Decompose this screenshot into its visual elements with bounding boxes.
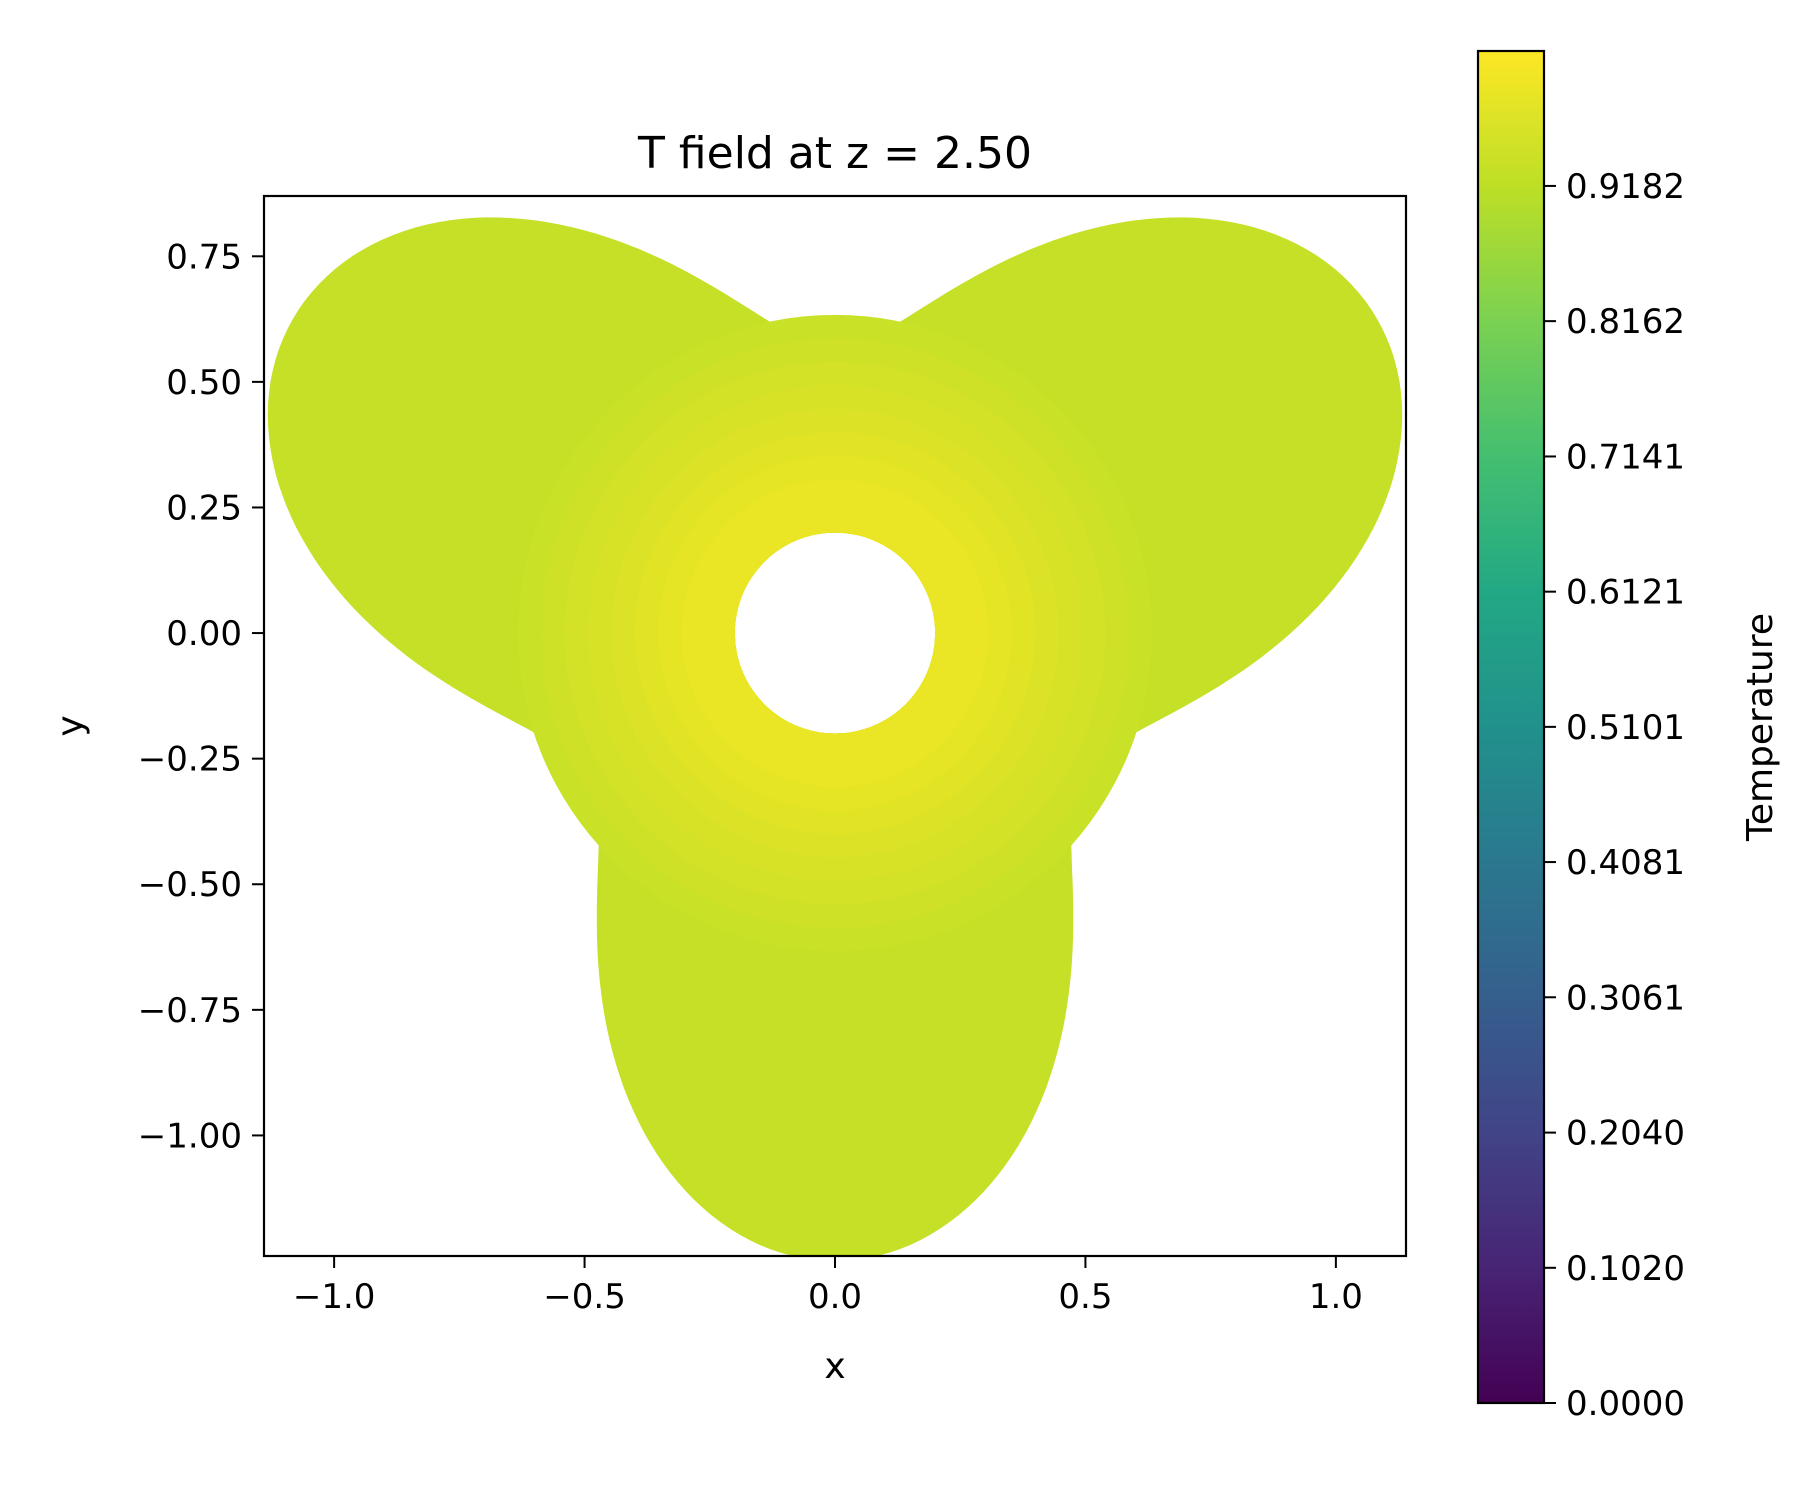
x-axis-ticks: −1.0 −0.5 0.0 0.5 1.0 (293, 1256, 1363, 1317)
colorbar-ticks: 0.0000 0.1020 0.2040 0.3061 0.4081 0.5101 0.61… (1544, 167, 1685, 1424)
colorbar-tick-label: 0.0000 (1566, 1384, 1685, 1424)
y-tick-label: 0.50 (166, 363, 242, 403)
y-tick-label: −1.00 (138, 1116, 242, 1156)
y-tick-label: 0.00 (166, 614, 242, 654)
colorbar-tick-label: 0.8162 (1566, 302, 1685, 342)
y-axis-label: y (50, 715, 91, 736)
colorbar-tick-label: 0.4081 (1566, 843, 1685, 883)
colorbar-tick-label: 0.6121 (1566, 573, 1685, 613)
y-tick-label: −0.75 (138, 991, 242, 1031)
plot-area (267, 217, 1403, 1256)
chart-title: T field at z = 2.50 (637, 128, 1032, 179)
x-axis-label: x (824, 1346, 845, 1387)
y-tick-label: 0.75 (166, 237, 242, 277)
temperature-contours (517, 314, 1153, 952)
colorbar-tick-label: 0.9182 (1566, 167, 1685, 207)
colorbar-tick-label: 0.7141 (1566, 437, 1685, 477)
x-tick-label: 0.5 (1058, 1277, 1112, 1317)
colorbar-tick-label: 0.5101 (1566, 708, 1685, 748)
colorbar-tick-label: 0.2040 (1566, 1114, 1685, 1154)
y-axis-ticks: 0.75 0.50 0.25 0.00 −0.25 −0.50 −0.75 −1.00 (138, 237, 264, 1156)
y-tick-label: 0.25 (166, 488, 242, 528)
colorbar: 0.0000 0.1020 0.2040 0.3061 0.4081 0.5101 0.61… (1476, 49, 1781, 1424)
y-tick-label: −0.25 (138, 740, 242, 780)
x-tick-label: 1.0 (1309, 1277, 1363, 1317)
contour-band (681, 479, 989, 788)
colorbar-tick-label: 0.3061 (1566, 978, 1685, 1018)
colorbar-tick-label: 0.1020 (1566, 1249, 1685, 1289)
colorbar-gradient (1476, 49, 1546, 1405)
y-tick-label: −0.50 (138, 865, 242, 905)
x-tick-label: −0.5 (543, 1277, 626, 1317)
x-tick-label: −1.0 (293, 1277, 376, 1317)
colorbar-label: Temperature (1740, 613, 1781, 842)
x-tick-label: 0.0 (808, 1277, 862, 1317)
